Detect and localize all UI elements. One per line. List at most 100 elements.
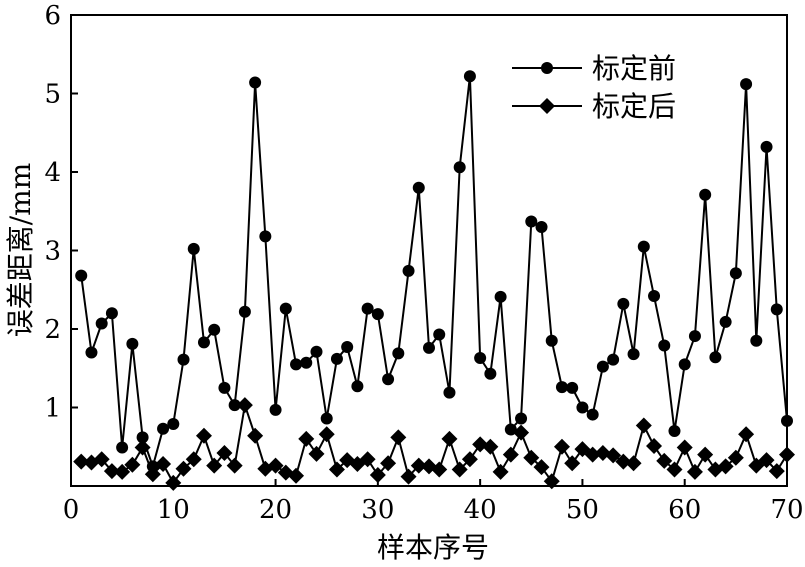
data-point [423, 341, 435, 354]
data-point [648, 290, 661, 303]
data-point [369, 467, 386, 484]
data-point [697, 446, 714, 463]
data-point [770, 303, 783, 316]
data-point [738, 426, 755, 443]
data-point [666, 461, 683, 478]
data-point [635, 417, 652, 434]
data-point [750, 334, 763, 347]
data-point [461, 451, 478, 468]
series-2 [73, 397, 795, 491]
data-point [779, 446, 795, 463]
data-point [382, 373, 395, 386]
data-point [197, 336, 210, 349]
data-point [494, 290, 507, 303]
data-point [247, 427, 264, 444]
data-point [699, 188, 712, 201]
data-point [124, 456, 141, 473]
x-tick-label: 0 [63, 495, 80, 525]
data-point [218, 381, 231, 394]
data-point [402, 264, 415, 277]
data-point [688, 330, 701, 343]
data-point [474, 352, 487, 365]
y-tick-label: 5 [44, 80, 61, 110]
data-point [676, 439, 693, 456]
data-point [709, 351, 722, 364]
x-tick-label: 10 [157, 495, 190, 525]
data-point [73, 453, 90, 470]
data-point [431, 461, 448, 478]
data-point [95, 317, 108, 330]
data-point [228, 399, 241, 412]
data-point [515, 412, 528, 425]
data-point [144, 466, 161, 483]
axes: 0 10 20 30 40 50 60 70 1 2 3 4 5 6 [44, 1, 803, 525]
data-point [646, 437, 663, 454]
data-point [637, 240, 650, 253]
y-tick-label: 3 [44, 237, 61, 267]
data-point [625, 455, 642, 472]
data-point [361, 302, 374, 315]
data-point [288, 467, 305, 484]
x-tick-label: 40 [464, 495, 497, 525]
data-point [175, 460, 192, 477]
data-point [553, 438, 570, 455]
x-axis-title: 样本序号 [377, 531, 489, 564]
data-point [740, 78, 753, 91]
data-point [482, 438, 499, 455]
y-tick-label: 4 [44, 158, 61, 188]
data-point [157, 422, 170, 435]
data-point [586, 408, 599, 421]
data-point [617, 297, 630, 310]
series-1 [75, 70, 793, 473]
data-point [103, 463, 120, 480]
data-point [627, 348, 640, 361]
data-point [226, 457, 243, 474]
x-tick-label: 60 [668, 495, 701, 525]
data-point [380, 455, 397, 472]
data-point [75, 269, 88, 282]
data-point [656, 452, 673, 469]
data-point [484, 367, 497, 380]
data-point [719, 315, 732, 328]
data-point [105, 307, 118, 320]
data-point [443, 386, 456, 399]
series-layer [73, 70, 795, 491]
data-point [390, 429, 407, 446]
data-point [371, 308, 384, 321]
data-point [310, 345, 323, 358]
data-point [165, 474, 182, 491]
data-point [576, 401, 589, 414]
data-point [392, 347, 405, 360]
data-point [605, 447, 622, 464]
data-point [525, 215, 538, 228]
data-point [668, 425, 681, 438]
data-point [308, 445, 325, 462]
data-point [523, 449, 540, 466]
data-point [584, 446, 601, 463]
data-point [290, 358, 303, 371]
legend-marker [541, 62, 553, 74]
data-point [136, 431, 149, 444]
data-point [238, 305, 251, 318]
data-point [320, 412, 333, 425]
data-point [126, 337, 139, 350]
data-point [330, 352, 343, 365]
data-point [177, 353, 190, 366]
plot-frame [70, 14, 788, 487]
legend-label: 标定后 [592, 90, 676, 123]
data-point [502, 446, 519, 463]
data-point [555, 381, 568, 394]
data-point [566, 381, 579, 394]
data-point [216, 445, 233, 462]
data-point [134, 439, 151, 456]
legend-label: 标定前 [592, 52, 676, 85]
data-point [686, 463, 703, 480]
data-point [727, 449, 744, 466]
data-point [607, 353, 620, 366]
data-point [187, 242, 200, 255]
data-point [513, 424, 530, 441]
data-point [717, 458, 734, 475]
data-point [259, 230, 272, 243]
